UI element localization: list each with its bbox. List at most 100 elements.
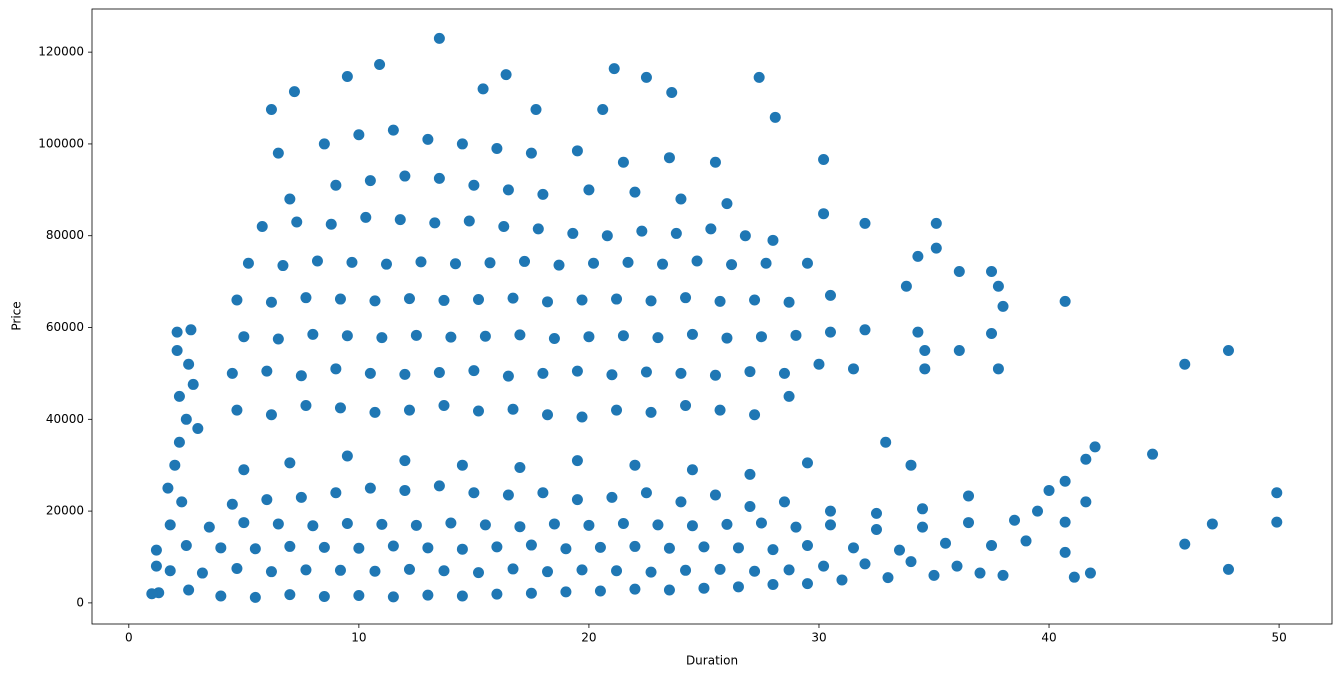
point — [318, 138, 330, 150]
point — [341, 330, 353, 342]
x-tick-label: 30 — [811, 631, 826, 645]
plot-frame — [91, 8, 1333, 625]
point — [330, 363, 342, 375]
point — [491, 541, 503, 553]
point — [1080, 496, 1092, 508]
point — [709, 156, 721, 168]
point — [530, 104, 542, 116]
point — [394, 214, 406, 226]
point — [714, 563, 726, 575]
point — [164, 565, 176, 577]
point — [629, 459, 641, 471]
y-tick-label: 100000 — [38, 136, 84, 150]
point — [353, 542, 365, 554]
point — [353, 129, 365, 141]
point — [919, 344, 931, 356]
point — [341, 450, 353, 462]
point — [645, 566, 657, 578]
point — [824, 326, 836, 338]
point — [675, 193, 687, 205]
point — [468, 179, 480, 191]
point — [249, 591, 261, 603]
point — [403, 293, 415, 305]
point — [986, 327, 998, 339]
point — [507, 563, 519, 575]
point — [463, 215, 475, 227]
point — [608, 63, 620, 75]
point — [588, 257, 600, 269]
point — [284, 193, 296, 205]
point — [318, 590, 330, 602]
point — [500, 69, 512, 81]
point — [445, 517, 457, 529]
point — [818, 154, 830, 166]
point — [477, 83, 489, 95]
point — [187, 378, 199, 390]
point — [183, 358, 195, 370]
point — [670, 227, 682, 239]
point — [783, 564, 795, 576]
point — [721, 198, 733, 210]
point — [905, 459, 917, 471]
x-tick-label: 10 — [351, 631, 366, 645]
point — [997, 569, 1009, 581]
point — [1222, 563, 1234, 575]
point — [714, 404, 726, 416]
point — [749, 294, 761, 306]
point — [571, 365, 583, 377]
point — [548, 518, 560, 530]
point — [686, 464, 698, 476]
point — [162, 482, 174, 494]
point — [986, 540, 998, 552]
point — [801, 257, 813, 269]
point — [606, 491, 618, 503]
point — [636, 225, 648, 237]
point — [1059, 516, 1071, 528]
point — [169, 459, 181, 471]
point — [836, 574, 848, 586]
point — [753, 71, 765, 83]
point — [399, 368, 411, 380]
point — [611, 404, 623, 416]
point — [196, 567, 208, 579]
point — [307, 520, 319, 532]
point — [629, 540, 641, 552]
point — [468, 487, 480, 499]
point — [992, 280, 1004, 292]
point — [739, 230, 751, 242]
point — [346, 256, 358, 268]
point — [744, 501, 756, 513]
point — [183, 584, 195, 596]
point — [963, 517, 975, 529]
point — [164, 519, 176, 531]
point — [215, 590, 227, 602]
point — [525, 147, 537, 159]
point — [334, 293, 346, 305]
point — [680, 292, 692, 304]
point — [576, 564, 588, 576]
point — [265, 566, 277, 578]
point — [611, 293, 623, 305]
point — [1179, 358, 1191, 370]
point — [548, 333, 560, 345]
point — [295, 370, 307, 382]
point — [403, 563, 415, 575]
point — [542, 409, 554, 421]
point — [953, 266, 965, 278]
point — [498, 221, 510, 233]
point — [905, 556, 917, 568]
point — [542, 296, 554, 308]
point — [300, 400, 312, 412]
point — [783, 296, 795, 308]
point — [974, 567, 986, 579]
point — [652, 519, 664, 531]
point — [171, 344, 183, 356]
point — [542, 566, 554, 578]
point — [553, 259, 565, 271]
point — [1059, 295, 1071, 307]
point — [675, 367, 687, 379]
point — [778, 367, 790, 379]
point — [438, 565, 450, 577]
point — [226, 367, 238, 379]
point — [374, 59, 386, 71]
